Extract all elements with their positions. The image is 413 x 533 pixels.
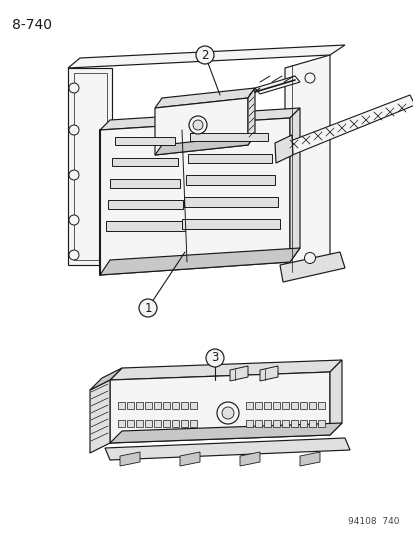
Circle shape — [206, 349, 223, 367]
Polygon shape — [317, 420, 324, 427]
Circle shape — [192, 120, 202, 130]
Circle shape — [69, 250, 79, 260]
Circle shape — [304, 73, 314, 83]
Polygon shape — [100, 118, 289, 275]
Polygon shape — [190, 420, 197, 427]
Polygon shape — [190, 133, 267, 141]
Circle shape — [69, 125, 79, 135]
Polygon shape — [289, 108, 299, 262]
Polygon shape — [112, 158, 178, 166]
Circle shape — [69, 170, 79, 180]
Polygon shape — [230, 366, 247, 381]
Polygon shape — [163, 420, 170, 427]
Polygon shape — [299, 452, 319, 466]
Circle shape — [69, 215, 79, 225]
Circle shape — [304, 253, 315, 263]
Polygon shape — [240, 452, 259, 466]
Polygon shape — [115, 137, 175, 145]
Circle shape — [69, 83, 79, 93]
Polygon shape — [127, 402, 134, 409]
Polygon shape — [317, 402, 324, 409]
Polygon shape — [279, 95, 413, 158]
Circle shape — [139, 299, 157, 317]
Circle shape — [189, 116, 206, 134]
Polygon shape — [183, 197, 277, 207]
Polygon shape — [68, 45, 344, 68]
Polygon shape — [308, 420, 315, 427]
Polygon shape — [154, 98, 247, 155]
Polygon shape — [108, 200, 183, 209]
Text: 8-740: 8-740 — [12, 18, 52, 32]
Polygon shape — [180, 402, 188, 409]
Text: 1: 1 — [144, 302, 152, 314]
Polygon shape — [281, 420, 288, 427]
Polygon shape — [136, 420, 142, 427]
Polygon shape — [110, 372, 329, 443]
Polygon shape — [180, 452, 199, 466]
Polygon shape — [163, 402, 170, 409]
Polygon shape — [127, 420, 134, 427]
Polygon shape — [274, 135, 292, 163]
Polygon shape — [154, 402, 161, 409]
Polygon shape — [171, 420, 178, 427]
Polygon shape — [254, 402, 261, 409]
Text: 3: 3 — [211, 351, 218, 365]
Polygon shape — [245, 402, 252, 409]
Polygon shape — [259, 366, 277, 381]
Polygon shape — [154, 135, 254, 155]
Polygon shape — [120, 452, 140, 466]
Polygon shape — [154, 420, 161, 427]
Polygon shape — [290, 420, 297, 427]
Circle shape — [221, 407, 233, 419]
Polygon shape — [263, 402, 271, 409]
Polygon shape — [100, 108, 299, 130]
Polygon shape — [188, 154, 271, 163]
Polygon shape — [105, 438, 349, 460]
Polygon shape — [254, 76, 299, 94]
Polygon shape — [185, 175, 274, 185]
Polygon shape — [284, 55, 329, 278]
Circle shape — [195, 46, 214, 64]
Polygon shape — [190, 402, 197, 409]
Polygon shape — [145, 420, 152, 427]
Polygon shape — [272, 402, 279, 409]
Polygon shape — [263, 420, 271, 427]
Circle shape — [216, 402, 238, 424]
Polygon shape — [136, 402, 142, 409]
Polygon shape — [118, 402, 125, 409]
Polygon shape — [272, 420, 279, 427]
Polygon shape — [145, 402, 152, 409]
Polygon shape — [279, 252, 344, 282]
Polygon shape — [254, 420, 261, 427]
Polygon shape — [110, 360, 341, 380]
Polygon shape — [180, 420, 188, 427]
Text: 94108  740: 94108 740 — [348, 517, 399, 526]
Polygon shape — [154, 88, 254, 108]
Polygon shape — [299, 420, 306, 427]
Polygon shape — [90, 380, 110, 453]
Polygon shape — [118, 420, 125, 427]
Polygon shape — [90, 368, 122, 390]
Polygon shape — [106, 221, 185, 231]
Polygon shape — [110, 179, 180, 188]
Text: 2: 2 — [201, 49, 208, 61]
Polygon shape — [281, 402, 288, 409]
Polygon shape — [299, 402, 306, 409]
Polygon shape — [110, 423, 341, 443]
Polygon shape — [329, 360, 341, 435]
Polygon shape — [171, 402, 178, 409]
Polygon shape — [290, 402, 297, 409]
Polygon shape — [100, 248, 299, 275]
Polygon shape — [182, 219, 279, 229]
Polygon shape — [247, 88, 254, 145]
Polygon shape — [68, 68, 112, 265]
Polygon shape — [308, 402, 315, 409]
Polygon shape — [245, 420, 252, 427]
